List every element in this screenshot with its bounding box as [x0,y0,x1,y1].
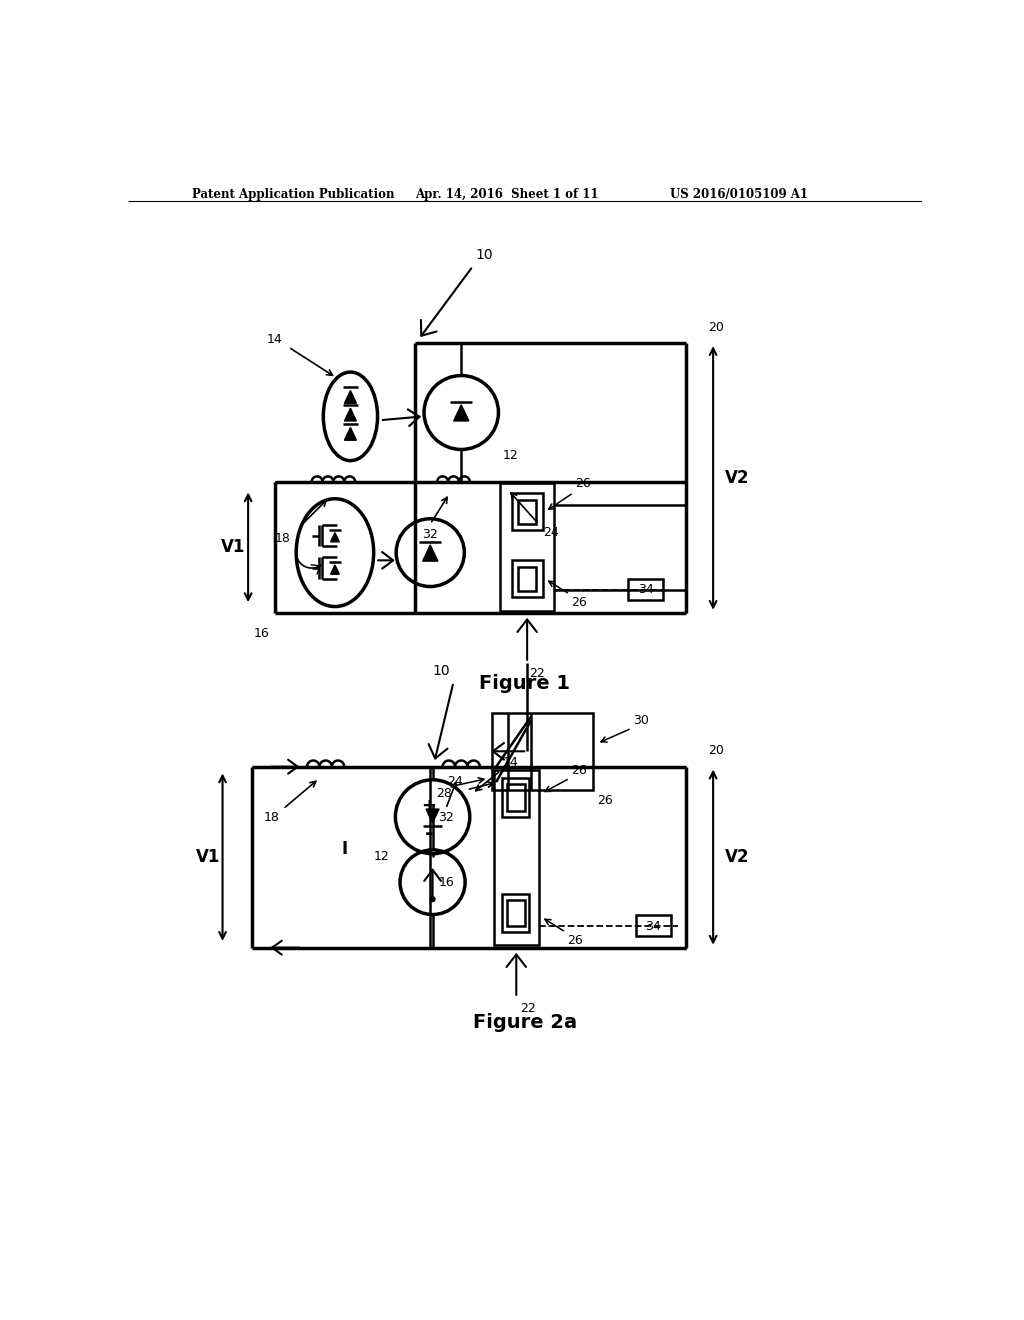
Text: 24: 24 [543,527,558,540]
Polygon shape [344,391,356,404]
Text: 30: 30 [633,714,649,726]
Text: 16: 16 [438,875,455,888]
Bar [494,770,539,945]
Bar [500,483,554,611]
Polygon shape [331,533,339,543]
Bar [512,561,543,598]
Bar [636,915,671,936]
Text: 14: 14 [503,756,518,770]
Bar [503,779,529,817]
Text: V1: V1 [221,539,246,556]
Text: 26: 26 [571,595,587,609]
Text: V1: V1 [197,849,220,866]
Text: V2: V2 [725,849,750,866]
Text: 34: 34 [638,583,653,597]
Text: 26: 26 [567,933,584,946]
Text: 18: 18 [263,812,280,825]
Text: 32: 32 [438,812,454,825]
Bar [503,894,529,932]
Text: V2: V2 [725,469,750,487]
Text: 26: 26 [571,764,587,776]
Text: 34: 34 [645,920,662,933]
Polygon shape [426,809,439,822]
Polygon shape [344,428,356,441]
Text: 28: 28 [436,788,452,800]
Bar [507,784,525,810]
Text: Apr. 14, 2016  Sheet 1 of 11: Apr. 14, 2016 Sheet 1 of 11 [415,187,598,201]
Bar [628,579,663,599]
Bar [518,566,537,591]
Text: 24: 24 [447,775,463,788]
Text: 16: 16 [254,627,269,640]
Text: 26: 26 [597,793,612,807]
Polygon shape [423,545,438,561]
Text: 12: 12 [374,850,389,863]
Text: +: + [421,797,436,814]
Bar [512,494,543,531]
Text: I: I [342,841,348,858]
Text: Figure 1: Figure 1 [479,675,570,693]
Bar [493,713,593,789]
Text: 10: 10 [475,248,493,263]
Text: 14: 14 [266,333,283,346]
Text: 10: 10 [432,664,450,678]
Bar [518,499,537,524]
Text: 32: 32 [422,528,438,541]
Text: 20: 20 [708,321,724,334]
Text: 26: 26 [575,478,591,490]
Text: 22: 22 [520,1002,536,1015]
Text: 18: 18 [274,532,291,545]
Circle shape [429,896,435,903]
Text: -: - [424,824,433,843]
Text: 22: 22 [529,667,545,680]
Polygon shape [344,408,356,421]
Text: 12: 12 [503,449,518,462]
Text: Figure 2a: Figure 2a [473,1014,577,1032]
Polygon shape [331,565,339,574]
Bar [507,900,525,927]
Polygon shape [454,405,469,421]
Text: Patent Application Publication: Patent Application Publication [191,187,394,201]
Text: 20: 20 [708,744,724,758]
Text: US 2016/0105109 A1: US 2016/0105109 A1 [671,187,809,201]
